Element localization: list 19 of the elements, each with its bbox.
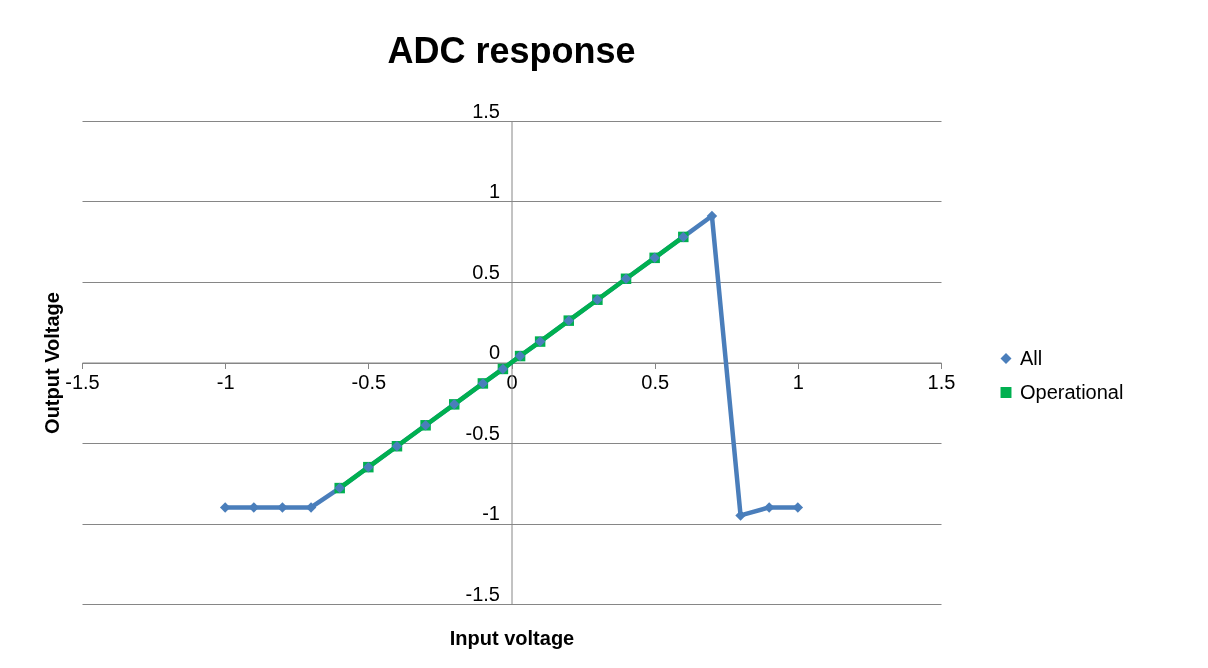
y-tick-label: -1.5: [465, 582, 500, 605]
y-tick-label: 1: [488, 180, 500, 202]
legend-label: Operational: [1020, 380, 1124, 403]
x-tick-label: -1: [216, 371, 235, 393]
y-axis-title: Output Voltage: [40, 292, 63, 434]
y-tick-label: -0.5: [465, 421, 500, 444]
chart-title: ADC response: [387, 30, 636, 71]
y-tick-label: 1.5: [472, 99, 500, 122]
x-tick-label: 1: [792, 371, 804, 393]
x-tick-label: 0.5: [641, 371, 670, 393]
y-tick-label: 0.5: [472, 260, 500, 283]
x-tick-label: -0.5: [351, 371, 387, 393]
x-tick-label: -1.5: [65, 371, 100, 393]
y-tick-label: -1: [482, 502, 500, 524]
y-tick-label: 0: [488, 341, 500, 363]
x-axis-title: Input voltage: [449, 626, 575, 649]
legend-label: All: [1020, 346, 1043, 369]
x-tick-label: 1.5: [927, 371, 956, 393]
x-tick-label: 0: [506, 371, 518, 393]
